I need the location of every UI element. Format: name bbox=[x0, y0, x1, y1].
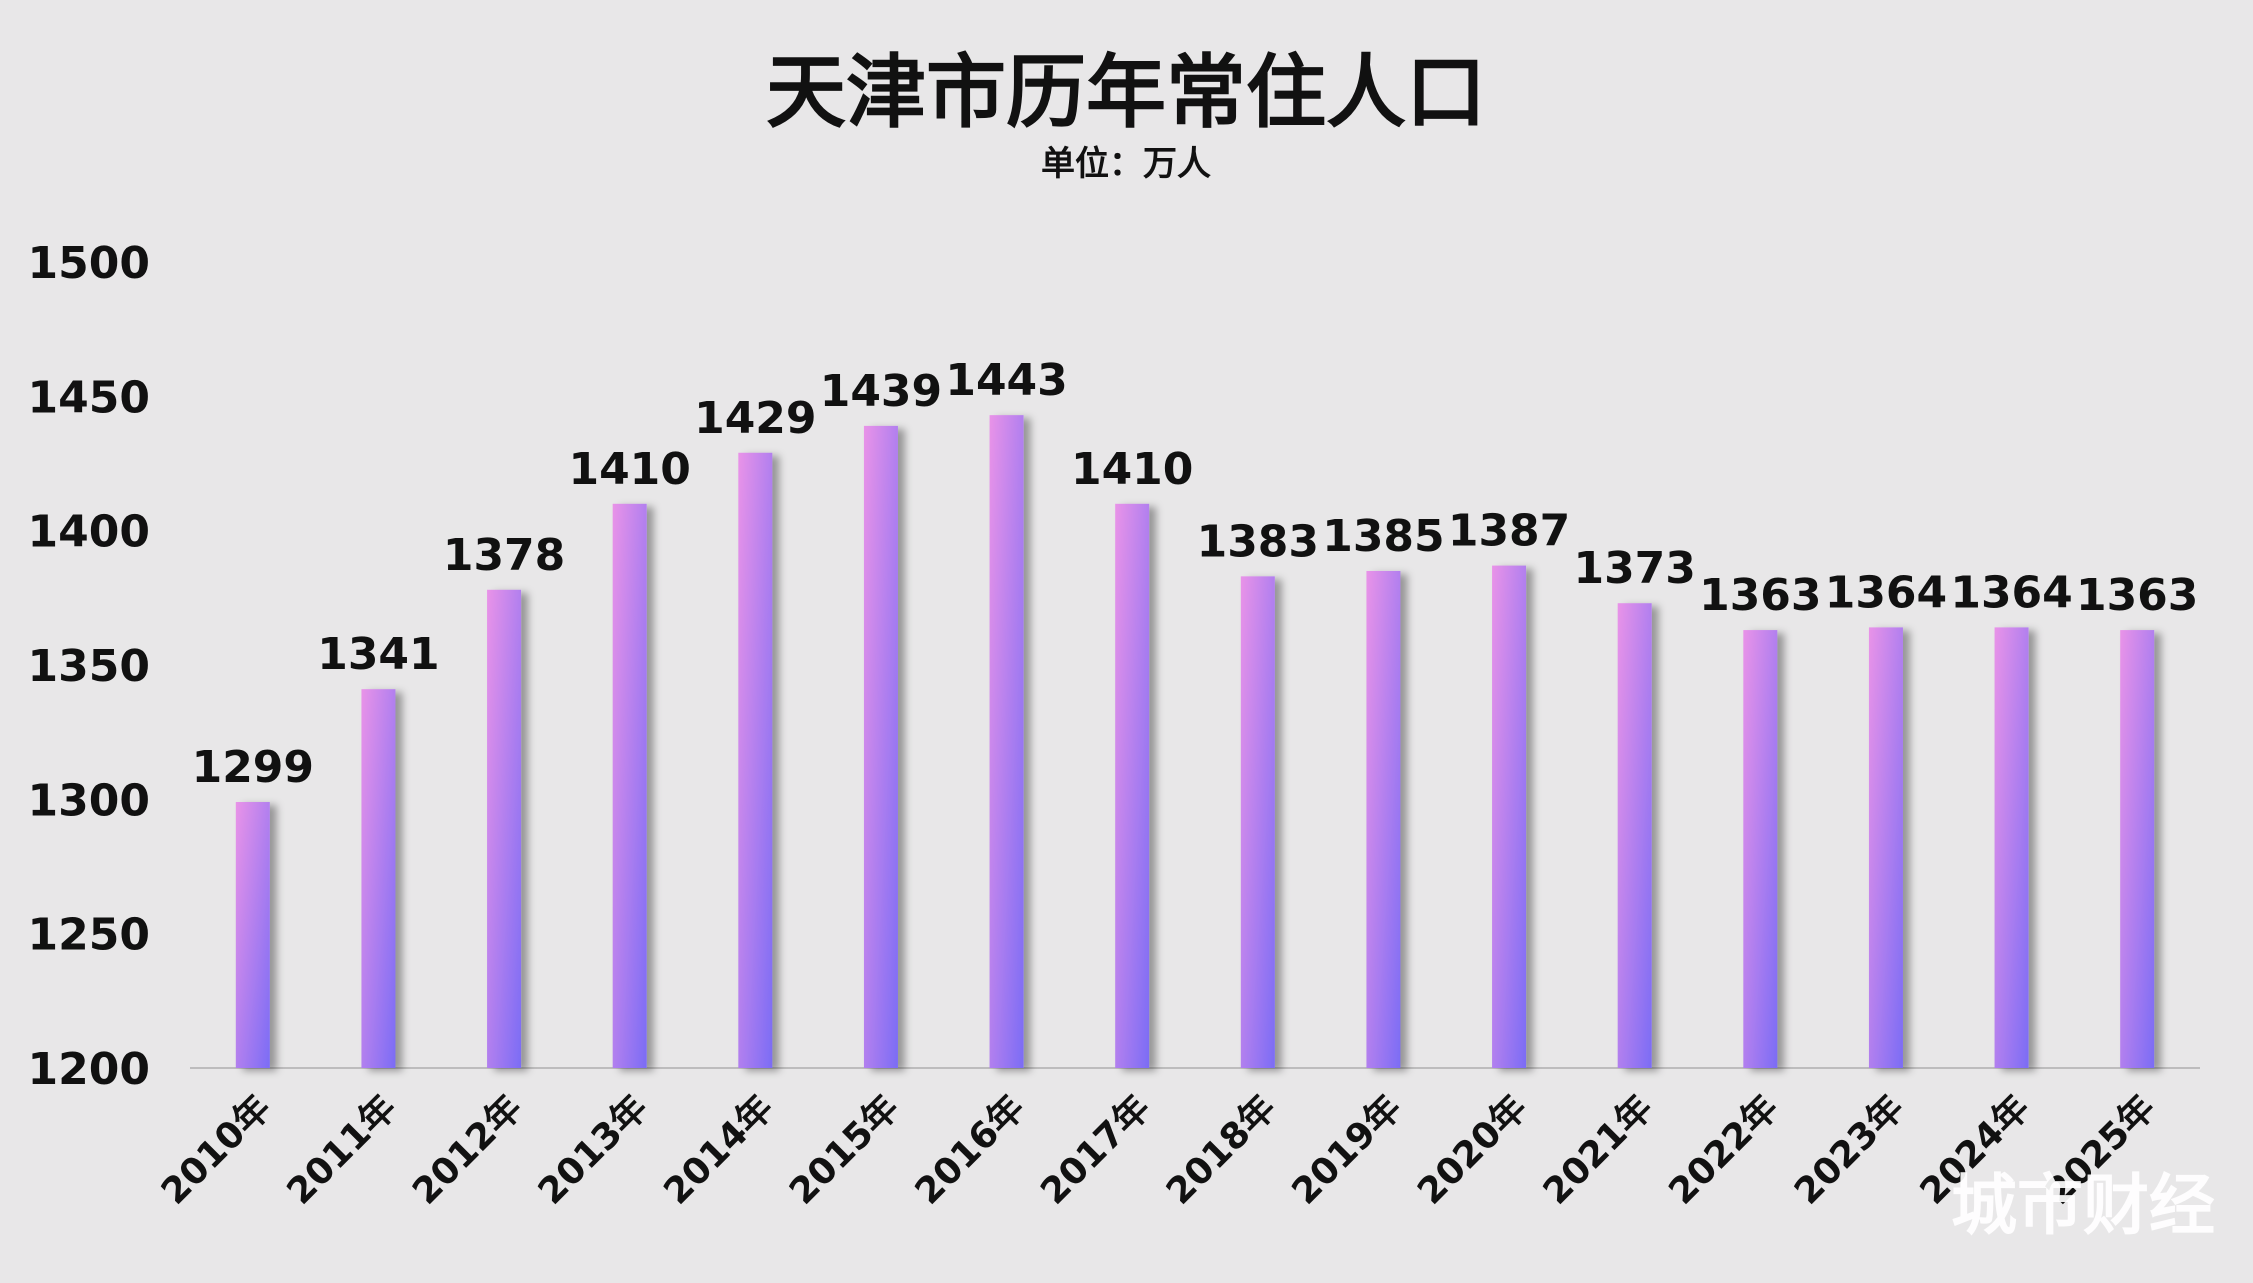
y-tick-label: 1350 bbox=[28, 641, 150, 692]
chart-title: 天津市历年常住人口 bbox=[766, 46, 1486, 139]
bar bbox=[1617, 603, 1652, 1068]
x-tick-label: 2017年 bbox=[1033, 1087, 1158, 1212]
bar bbox=[361, 689, 396, 1068]
x-tick-label: 2016年 bbox=[908, 1087, 1033, 1212]
bars-group bbox=[235, 415, 2155, 1069]
x-tick-label: 2021年 bbox=[1536, 1087, 1661, 1212]
x-tick-label: 2023年 bbox=[1787, 1087, 1912, 1212]
data-label: 1429 bbox=[694, 393, 816, 444]
data-label: 1363 bbox=[2076, 570, 2198, 621]
x-tick-label: 2011年 bbox=[279, 1087, 404, 1212]
bar bbox=[1743, 630, 1778, 1068]
bar bbox=[2120, 630, 2155, 1068]
x-tick-label: 2022年 bbox=[1661, 1087, 1786, 1212]
bar bbox=[1868, 627, 1903, 1068]
y-tick-label: 1200 bbox=[28, 1044, 150, 1095]
data-label: 1373 bbox=[1573, 543, 1695, 594]
bar bbox=[235, 802, 270, 1068]
data-label: 1364 bbox=[1950, 567, 2072, 618]
bar bbox=[612, 503, 647, 1068]
x-tick-label: 2014年 bbox=[656, 1087, 781, 1212]
watermark: 城市财经 bbox=[1951, 1167, 2215, 1244]
y-tick-label: 1300 bbox=[28, 775, 150, 826]
data-label: 1410 bbox=[1071, 444, 1193, 495]
x-tick-label: 2018年 bbox=[1159, 1087, 1284, 1212]
x-axis-labels: 2010年 2011年 2012年 2013年 2014年 2015年 2016年 2017年… bbox=[154, 1087, 2164, 1212]
chart-subtitle: 单位：万人 bbox=[1041, 144, 1211, 184]
y-axis: 1200 1250 1300 1350 1400 1450 1500 bbox=[28, 238, 150, 1095]
x-tick-label: 2013年 bbox=[531, 1087, 656, 1212]
data-label: 1387 bbox=[1448, 506, 1570, 557]
bar bbox=[1994, 627, 2029, 1068]
data-label: 1410 bbox=[568, 444, 690, 495]
y-tick-label: 1450 bbox=[28, 372, 150, 423]
y-tick-label: 1250 bbox=[28, 910, 150, 961]
bar bbox=[989, 415, 1024, 1068]
data-label: 1385 bbox=[1322, 511, 1444, 562]
x-tick-label: 2015年 bbox=[782, 1087, 907, 1212]
x-tick-label: 2010年 bbox=[154, 1087, 279, 1212]
bar bbox=[1366, 570, 1401, 1068]
data-label: 1383 bbox=[1197, 516, 1319, 567]
data-label: 1364 bbox=[1825, 567, 1947, 618]
data-label: 1341 bbox=[317, 629, 439, 680]
x-tick-label: 2019年 bbox=[1284, 1087, 1409, 1212]
bar bbox=[1115, 503, 1150, 1068]
data-label: 1443 bbox=[945, 355, 1067, 406]
bar bbox=[1240, 576, 1275, 1068]
data-label: 1363 bbox=[1699, 570, 1821, 621]
y-tick-label: 1500 bbox=[28, 238, 150, 289]
bar bbox=[863, 425, 898, 1068]
data-label: 1299 bbox=[192, 742, 314, 793]
bar bbox=[487, 589, 522, 1068]
x-tick-label: 2012年 bbox=[405, 1087, 530, 1212]
x-tick-label: 2020年 bbox=[1410, 1087, 1535, 1212]
y-tick-label: 1400 bbox=[28, 507, 150, 558]
bar bbox=[1492, 565, 1527, 1068]
data-label: 1439 bbox=[820, 366, 942, 417]
data-label: 1378 bbox=[443, 530, 565, 581]
bar bbox=[738, 452, 773, 1069]
